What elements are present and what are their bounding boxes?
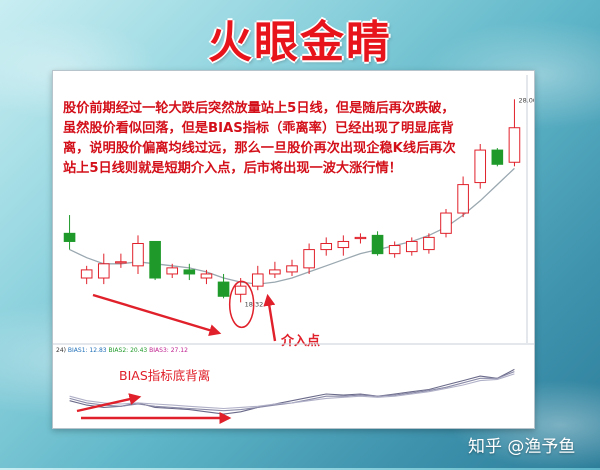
candle-body-up bbox=[269, 269, 281, 275]
candle-body-down bbox=[217, 281, 230, 297]
arrow-to-low bbox=[92, 293, 222, 336]
highlight-ellipse bbox=[228, 280, 255, 329]
candle-body-down bbox=[63, 232, 76, 242]
candle-body-up bbox=[80, 269, 93, 279]
candle-body-up bbox=[457, 184, 469, 214]
candle-body-up bbox=[320, 242, 333, 251]
candle-body-up bbox=[286, 265, 298, 273]
entry-point-label: 介入点 bbox=[280, 333, 320, 349]
bias-series-line bbox=[69, 373, 515, 410]
candle-body-up bbox=[423, 236, 435, 251]
candle-body-up bbox=[508, 127, 521, 163]
candle-body-up bbox=[251, 273, 264, 287]
candle-body-up bbox=[166, 267, 179, 275]
candle-body-up bbox=[303, 249, 315, 269]
watermark: 知乎 @渔予鱼 bbox=[468, 437, 576, 457]
candle-body-down bbox=[371, 234, 384, 255]
candle-body-up bbox=[97, 263, 110, 279]
candle-body-down bbox=[183, 269, 196, 275]
candle-body-down bbox=[149, 240, 161, 279]
candle-body-up bbox=[115, 261, 127, 264]
indicator-legend: 24) BIAS1: 12.83 BIAS2: 20.43 BIAS3: 27.… bbox=[56, 347, 188, 354]
candle-body-up bbox=[405, 240, 418, 253]
divergence-arrow-up bbox=[76, 393, 142, 413]
divergence-label: BIAS指标底背离 bbox=[119, 368, 210, 383]
candle-body-up bbox=[234, 285, 247, 295]
candle-body-up bbox=[337, 240, 350, 249]
price-high-label: 28.00 bbox=[518, 96, 534, 104]
candle-body-up bbox=[354, 236, 367, 240]
arrow-to-entry bbox=[263, 293, 277, 342]
indicator-period: 24) bbox=[56, 347, 68, 354]
candle-body-up bbox=[440, 212, 452, 234]
indicator-legend-item: BIAS3: 27.12 bbox=[149, 347, 188, 354]
candle-body-up bbox=[474, 149, 487, 184]
candle-body-down bbox=[491, 149, 504, 165]
indicator-legend-item: BIAS2: 20.43 bbox=[109, 347, 150, 354]
page-title: 火眼金睛 bbox=[208, 17, 392, 68]
candle-body-up bbox=[200, 273, 213, 279]
indicator-legend-item: BIAS1: 12.83 bbox=[68, 347, 109, 354]
candle-body-up bbox=[388, 245, 401, 255]
candle-body-up bbox=[132, 242, 144, 267]
analysis-note: 股价前期经过一轮大跌后突然放量站上5日线，但是随后再次跌破，虽然股价看似回落，但… bbox=[63, 101, 456, 176]
